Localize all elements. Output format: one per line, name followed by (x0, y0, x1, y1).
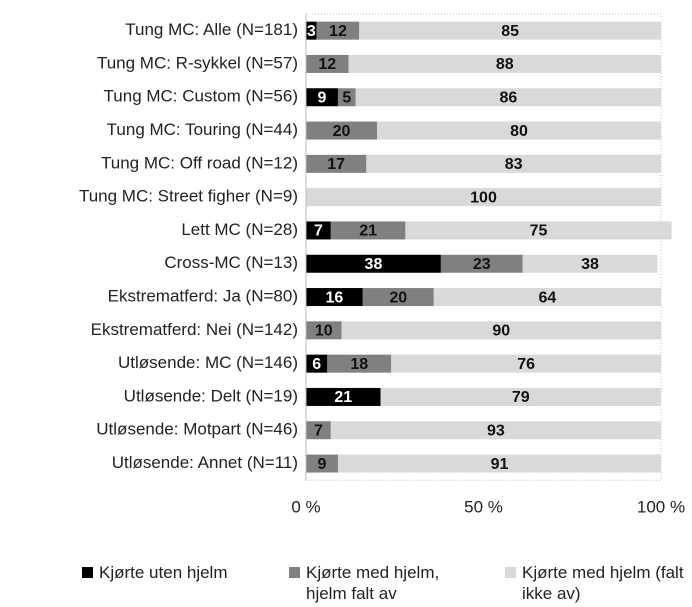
bar-segment (522, 254, 658, 273)
legend-label: Kjørte med hjelm (falt ikke av) (522, 563, 684, 603)
bar-segment (377, 121, 661, 140)
data-label: 76 (517, 356, 535, 373)
bar-segment (348, 54, 661, 73)
data-label: 3 (307, 23, 316, 40)
data-label: 64 (539, 289, 557, 306)
data-label: 7 (314, 223, 323, 240)
y-tick-label: Ekstrematferd: Ja (N=80) (108, 287, 298, 306)
legend-swatch (82, 567, 93, 578)
bar-segment (440, 254, 523, 273)
data-label: 93 (487, 422, 505, 439)
data-label: 38 (581, 256, 599, 273)
bar-segment (366, 154, 661, 173)
bar-segment (330, 221, 406, 240)
y-tick-label: Cross-MC (N=13) (164, 253, 298, 272)
legend-item: Kjørte med hjelm, hjelm falt av (289, 562, 456, 604)
data-label: 16 (326, 289, 344, 306)
bar-segment (362, 288, 434, 307)
data-label: 6 (312, 356, 321, 373)
x-tick-label: 100 % (637, 497, 685, 516)
data-label: 38 (365, 256, 383, 273)
bar-segment (337, 88, 356, 107)
legend-label: Kjørte med hjelm, hjelm falt av (306, 563, 440, 603)
legend-item: Kjørte med hjelm (falt ikke av) (505, 562, 692, 604)
bar-segment (306, 54, 349, 73)
y-tick-label: Lett MC (N=28) (181, 220, 298, 239)
bar-segment (306, 254, 441, 273)
y-tick-label: Utløsende: Delt (N=19) (124, 386, 298, 405)
data-label: 85 (501, 23, 519, 40)
bar-segment (341, 321, 661, 340)
y-tick-label: Tung MC: R-sykkel (N=57) (97, 53, 298, 72)
data-label: 17 (327, 156, 345, 173)
data-label: 9 (318, 89, 327, 106)
bar-segment (330, 421, 661, 440)
bar-segment (380, 387, 661, 406)
bar-segment (327, 354, 392, 373)
y-tick-label: Tung MC: Custom (N=56) (104, 87, 298, 106)
bar-segment (306, 387, 381, 406)
data-label: 75 (530, 223, 548, 240)
bar-segment (306, 154, 367, 173)
data-label: 91 (491, 456, 509, 473)
data-label: 88 (496, 56, 514, 73)
y-tick-label: Utløsende: MC (N=146) (118, 353, 298, 372)
bar-segment (306, 354, 328, 373)
bar-segment (355, 88, 661, 107)
data-label: 5 (342, 89, 351, 106)
data-label: 20 (389, 289, 407, 306)
data-label: 10 (315, 323, 333, 340)
data-label: 86 (499, 89, 517, 106)
bar-segment (306, 321, 342, 340)
y-tick-label: Ekstrematferd: Nei (N=142) (91, 320, 298, 339)
y-tick-label: Tung MC: Off road (N=12) (101, 153, 298, 172)
legend-swatch (505, 567, 516, 578)
bar-segment (391, 354, 661, 373)
data-label: 12 (329, 23, 347, 40)
bar-segment (306, 21, 317, 40)
y-tick-label: Utløsende: Motpart (N=46) (96, 420, 298, 439)
bar-segment (306, 454, 338, 473)
legend-label: Kjørte uten hjelm (99, 563, 228, 582)
chart: 0 % 50 % 100 %Tung MC: Alle (N=181) 3 12 85Tu… (79, 13, 685, 516)
bar-segment (359, 21, 661, 40)
legend-item: Kjørte uten hjelm (82, 562, 228, 583)
data-label: 18 (350, 356, 368, 373)
data-label: 79 (512, 389, 530, 406)
bar-segment (306, 288, 363, 307)
data-label: 90 (492, 323, 510, 340)
y-tick-label: Tung MC: Street figher (N=9) (79, 187, 298, 206)
data-label: 100 (470, 189, 497, 206)
bar-segment (337, 454, 661, 473)
y-tick-label: Utløsende: Annet (N=11) (112, 453, 298, 472)
data-label: 20 (333, 123, 351, 140)
x-tick-label: 0 % (291, 497, 320, 516)
data-label: 9 (318, 456, 327, 473)
x-tick-label: 50 % (464, 497, 503, 516)
y-tick-label: Tung MC: Touring (N=44) (107, 120, 298, 139)
data-label: 21 (334, 389, 352, 406)
bar-segment (306, 188, 661, 207)
bar-segment (316, 21, 360, 40)
bar-segment (306, 421, 331, 440)
data-label: 7 (314, 422, 323, 439)
bar-segment (405, 221, 672, 240)
data-label: 23 (473, 256, 491, 273)
data-label: 21 (359, 223, 377, 240)
y-tick-label: Tung MC: Alle (N=181) (125, 20, 298, 39)
data-label: 83 (505, 156, 523, 173)
bar-segment (433, 288, 661, 307)
data-label: 12 (318, 56, 336, 73)
legend-swatch (289, 567, 300, 578)
bar-segment (306, 221, 331, 240)
plot-border (305, 13, 662, 481)
data-label: 80 (510, 123, 528, 140)
bar-segment (306, 88, 338, 107)
bar-segment (306, 121, 377, 140)
